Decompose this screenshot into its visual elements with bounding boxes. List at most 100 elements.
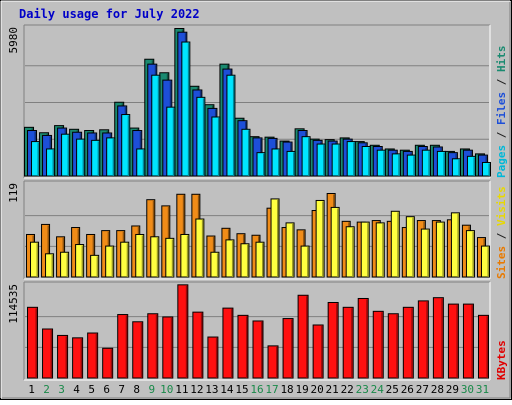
panel-middle: 119 Sites / Visits xyxy=(7,180,508,280)
bar-shade-pages-day-8 xyxy=(142,149,145,176)
bar-shade-kbytes-day-22 xyxy=(351,308,353,378)
bar-shade-pages-day-10 xyxy=(172,108,175,176)
bar-kbytes-day-19 xyxy=(297,294,309,379)
bar-visits-day-18 xyxy=(285,222,295,278)
bar-kbytes-day-30 xyxy=(462,303,474,379)
x-tick-label-11: 11 xyxy=(175,383,188,396)
side-legend-top: Pages / Files / Hits xyxy=(495,46,508,179)
bar-shade-visits-day-20 xyxy=(322,201,324,277)
bar-pages-day-19 xyxy=(301,136,311,177)
x-tick-label-28: 28 xyxy=(431,383,444,396)
bar-shade-pages-day-18 xyxy=(293,152,295,176)
chart-title: Daily usage for July 2022 xyxy=(19,7,200,21)
bar-kbytes-day-3 xyxy=(57,334,69,379)
bar-shade-visits-day-9 xyxy=(156,237,159,277)
bar-shade-kbytes-day-17 xyxy=(276,346,278,378)
bar-shade-visits-day-2 xyxy=(51,254,54,277)
bar-shade-visits-day-30 xyxy=(472,231,474,277)
x-tick-label-12: 12 xyxy=(190,383,203,396)
bar-shade-pages-day-17 xyxy=(278,149,280,176)
bar-shade-kbytes-day-31 xyxy=(486,316,488,378)
bar-kbytes-day-27 xyxy=(417,300,429,379)
bar-shade-pages-day-21 xyxy=(338,145,340,176)
bar-shade-visits-day-16 xyxy=(262,243,264,277)
bar-visits-day-15 xyxy=(240,243,250,278)
bar-pages-day-3 xyxy=(61,133,71,177)
bar-shade-kbytes-day-12 xyxy=(200,313,203,378)
bar-pages-day-27 xyxy=(421,149,431,177)
bar-kbytes-day-4 xyxy=(72,337,84,379)
bar-shade-kbytes-day-10 xyxy=(170,317,173,378)
bar-visits-day-29 xyxy=(450,212,460,278)
bar-shade-visits-day-5 xyxy=(96,256,99,277)
bar-pages-day-13 xyxy=(211,116,221,177)
x-tick-label-17: 17 xyxy=(265,383,278,396)
bar-visits-day-11 xyxy=(180,233,190,278)
bar-kbytes-day-2 xyxy=(42,328,54,379)
bar-shade-visits-day-10 xyxy=(171,239,174,277)
bar-kbytes-day-28 xyxy=(432,297,444,379)
x-tick-label-7: 7 xyxy=(118,383,125,396)
bar-pages-day-6 xyxy=(106,137,116,177)
bar-pages-day-20 xyxy=(316,143,326,177)
x-tick-label-18: 18 xyxy=(280,383,293,396)
x-tick-label-9: 9 xyxy=(148,383,155,396)
bar-pages-day-26 xyxy=(406,154,416,177)
side-legend-part: / xyxy=(495,226,508,246)
bar-visits-day-21 xyxy=(330,206,340,278)
bar-shade-kbytes-day-1 xyxy=(35,308,38,378)
bar-visits-day-20 xyxy=(315,199,325,278)
bar-shade-pages-day-13 xyxy=(217,118,220,176)
bar-shade-kbytes-day-13 xyxy=(215,338,218,378)
bar-kbytes-day-22 xyxy=(342,306,354,379)
bar-pages-day-9 xyxy=(151,74,161,177)
bar-visits-day-12 xyxy=(195,218,205,278)
bar-visits-day-23 xyxy=(360,221,370,278)
bar-pages-day-22 xyxy=(346,141,356,177)
bar-kbytes-day-16 xyxy=(252,320,264,379)
bar-kbytes-day-13 xyxy=(207,336,219,379)
bar-shade-pages-day-11 xyxy=(187,43,190,176)
bar-shade-visits-day-6 xyxy=(111,247,114,277)
bar-shade-kbytes-day-25 xyxy=(396,314,398,378)
bar-visits-day-31 xyxy=(480,245,490,278)
bar-pages-day-2 xyxy=(46,148,56,177)
bar-shade-kbytes-day-7 xyxy=(125,315,128,378)
bar-shade-pages-day-7 xyxy=(127,115,130,176)
x-tick-label-13: 13 xyxy=(205,383,218,396)
x-tick-label-21: 21 xyxy=(326,383,339,396)
bar-visits-day-27 xyxy=(420,228,430,278)
bar-visits-day-1 xyxy=(30,241,40,278)
bar-pages-day-8 xyxy=(136,148,146,177)
bar-pages-day-11 xyxy=(181,41,191,177)
bar-shade-pages-day-14 xyxy=(232,76,235,176)
bar-pages-day-24 xyxy=(376,149,386,177)
bar-visits-day-28 xyxy=(435,221,445,278)
x-tick-label-1: 1 xyxy=(28,383,35,396)
side-legend-part: Files xyxy=(495,92,508,125)
bar-pages-day-7 xyxy=(121,114,131,177)
bar-shade-visits-day-24 xyxy=(382,223,384,277)
bar-shade-pages-day-25 xyxy=(398,154,400,176)
bar-shade-kbytes-day-27 xyxy=(426,301,428,378)
y-max-label: 114535 xyxy=(7,284,20,324)
bar-shade-visits-day-27 xyxy=(427,230,429,277)
x-tick-label-2: 2 xyxy=(43,383,50,396)
bar-shade-kbytes-day-28 xyxy=(441,298,443,378)
bar-visits-day-13 xyxy=(210,251,220,278)
bar-shade-visits-day-13 xyxy=(216,253,219,277)
bar-shade-kbytes-day-30 xyxy=(471,305,473,378)
x-tick-label-8: 8 xyxy=(133,383,140,396)
bar-shade-kbytes-day-26 xyxy=(411,308,413,378)
x-tick-label-14: 14 xyxy=(220,383,234,396)
panel-top: 5980 Pages / Files / Hits xyxy=(7,24,508,179)
bar-shade-pages-day-20 xyxy=(323,145,325,176)
bar-shade-kbytes-day-14 xyxy=(230,309,233,378)
bar-kbytes-day-25 xyxy=(387,313,399,379)
bar-kbytes-day-14 xyxy=(222,307,234,379)
x-tick-label-22: 22 xyxy=(341,383,354,396)
bar-shade-kbytes-day-15 xyxy=(245,316,248,378)
bar-pages-day-31 xyxy=(481,161,491,177)
bar-shade-visits-day-4 xyxy=(81,245,84,277)
